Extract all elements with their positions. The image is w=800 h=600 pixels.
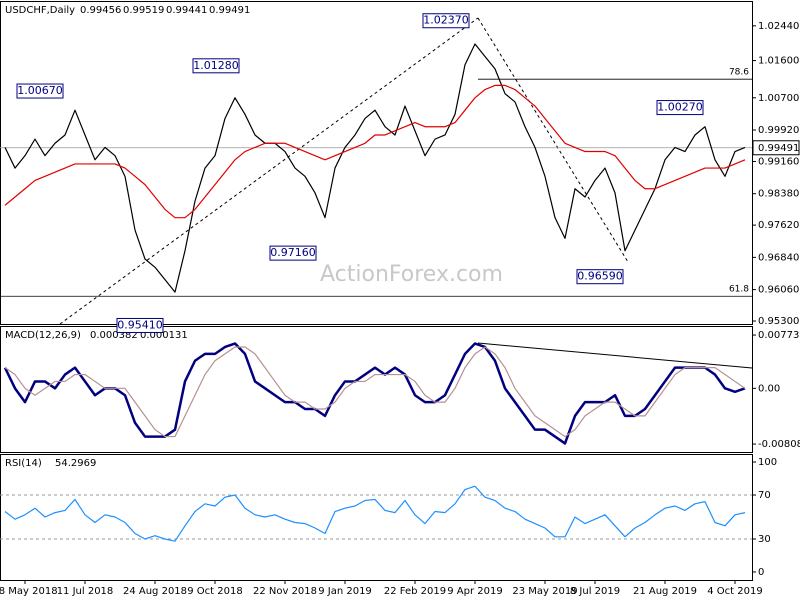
annotation-label: 1.02370 [423,14,469,27]
x-tick-label: 9 Jan 2019 [318,586,372,597]
y-tick-label: 100 [758,457,777,468]
y-tick-label: 0.96840 [758,252,799,263]
y-tick-label: -0.008087 [758,439,800,450]
annotation-label: 0.96590 [577,270,623,283]
series-line [4,346,746,438]
y-tick-label: 0.99160 [758,156,799,167]
y-tick-label: 1.01600 [758,56,799,67]
series-line [3,342,746,445]
annotation-box [576,269,624,285]
annotation-box [116,317,164,333]
y-tick-label: 0 [758,567,764,578]
x-tick-label: 23 May 2019 [512,586,577,597]
x-tick-label: 22 Feb 2019 [384,586,446,597]
rsi-title: RSI(14) [5,458,42,469]
y-tick-label: 1.00700 [758,93,799,104]
watermark: ActionForex.com [320,262,503,287]
rsi-readout: 54.2969 [55,458,96,469]
x-tick-label: 9 Apr 2019 [447,586,502,597]
y-tick-label: 1.02440 [758,21,799,32]
ohlc-close: 0.99491 [209,5,250,16]
annotation-label: 1.00670 [17,84,63,97]
macd-title: MACD(12,26,9) [5,330,81,341]
y-tick-label: 0.00 [758,383,780,394]
fib-label: 78.6 [729,68,749,78]
macd-panel [0,326,753,453]
x-tick-label: 9 Oct 2018 [187,586,242,597]
ohlc-open: 0.99456 [80,5,121,16]
ohlc-high: 0.99519 [123,5,164,16]
y-tick-label: 0.99920 [758,125,799,136]
annotation-box [269,245,317,261]
y-tick-label: 0.95300 [758,316,799,327]
series-line [4,84,746,219]
x-tick-label: 22 Nov 2018 [253,586,317,597]
last-price-box [752,140,800,156]
symbol: USDCHF,Daily [5,5,75,16]
ohlc-low: 0.99441 [166,5,207,16]
annotation-label: 0.97160 [270,246,316,259]
x-tick-label: 28 May 2018 [0,586,58,597]
rsi-panel [0,454,753,581]
fib-label: 61.8 [729,285,749,295]
y-tick-label: 0.98380 [758,189,799,200]
annotation-label: 1.01280 [193,59,239,72]
x-tick-label: 24 Aug 2018 [123,586,187,597]
y-tick-label: 0.97620 [758,220,799,231]
macd-readout: 0.000382 [90,330,138,341]
macd-readout: 0.000131 [140,330,188,341]
annotation-box [656,100,704,116]
annotation-label: 0.95410 [117,318,163,331]
series-line [4,485,746,542]
last-price-label: 0.99491 [758,143,799,154]
y-tick-label: 70 [758,490,771,501]
x-tick-label: 11 Jul 2018 [57,586,114,597]
trend-line [59,17,479,325]
annotation-box [422,13,470,29]
macd-trend-line [477,342,753,369]
annotation-box [16,83,64,99]
y-tick-label: 0.00773 [758,330,799,341]
price-panel [0,1,753,325]
annotation-box [192,58,240,74]
annotation-label: 1.00270 [657,101,703,114]
y-tick-label: 0.96060 [758,285,799,296]
x-tick-label: 4 Oct 2019 [707,586,762,597]
x-tick-label: 8 Jul 2019 [570,586,620,597]
y-tick-label: 30 [758,534,771,545]
series-line [4,43,746,293]
x-tick-label: 21 Aug 2019 [633,586,697,597]
